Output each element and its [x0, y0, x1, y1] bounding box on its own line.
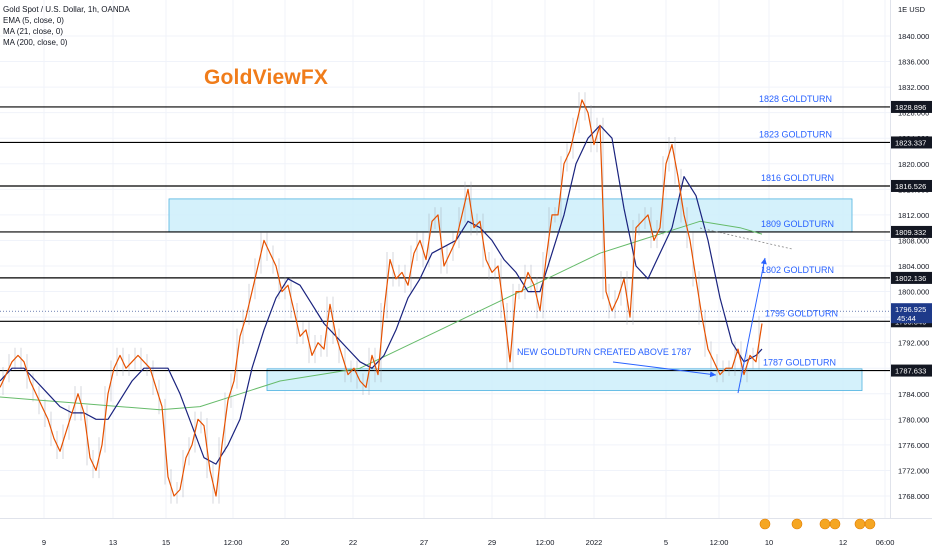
- series-line-1: [0, 124, 763, 465]
- price-tick-label: 1840.000: [898, 32, 929, 41]
- price-badges: 1828.896 1823.337 1816.526 1809.332 1802.136…: [0, 100, 932, 377]
- price-tick-label: 1804.000: [898, 262, 929, 271]
- time-tick-label: 15: [162, 538, 170, 547]
- level-price-badge-text: 1828.896: [895, 103, 926, 112]
- event-flag-icon[interactable]: [819, 518, 831, 530]
- price-tick-label: 1772.000: [898, 466, 929, 475]
- level-price-badge: [891, 271, 932, 284]
- price-tick-label: 1808.000: [898, 236, 929, 245]
- event-flag-icon[interactable]: [829, 518, 841, 530]
- indicator-ema[interactable]: EMA (5, close, 0): [3, 16, 64, 25]
- time-tick-label: 10: [765, 538, 773, 547]
- indicator-ma200[interactable]: MA (200, close, 0): [3, 38, 68, 47]
- series-line-2: [0, 220, 763, 411]
- price-tick-label: 1832.000: [898, 83, 929, 92]
- price-tick-label: 1820.000: [898, 160, 929, 169]
- symbol-title: Gold Spot / U.S. Dollar, 1h, OANDA: [3, 5, 130, 14]
- event-flag-icon[interactable]: [759, 518, 771, 530]
- price-tick-label: 1828.000: [898, 109, 929, 118]
- projection-arrow: [737, 257, 767, 394]
- goldturn-level-label: 1828 GOLDTURN: [759, 94, 832, 104]
- goldturn-levels: 1828 GOLDTURN 1823 GOLDTURN 1816 GOLDTURN 1…: [0, 94, 890, 372]
- price-tick-label: 1812.000: [898, 211, 929, 220]
- goldturn-level-label: 1787 GOLDTURN: [763, 358, 836, 368]
- grid: [0, 0, 890, 518]
- level-price-badge: [891, 136, 932, 149]
- goldturn-level-label: 1816 GOLDTURN: [761, 173, 834, 183]
- goldturn-level-label: 1795 GOLDTURN: [765, 308, 838, 318]
- time-tick-label: 9: [42, 538, 46, 547]
- level-price-badge-text: 1816.526: [895, 182, 926, 191]
- axis-unit-label: 1E USD: [898, 5, 926, 14]
- time-axis: 9 13 15 12:00 20 22 27 29 12:00 2022 5 12:00 10 12 06:…: [0, 518, 932, 547]
- upper-zone: [168, 198, 853, 233]
- level-price-badge-text: 1787.633: [895, 367, 926, 376]
- level-price-badge-text: 1802.136: [895, 274, 926, 283]
- event-flag-icon[interactable]: [791, 518, 803, 530]
- price-series: [0, 92, 763, 504]
- event-flag-icon[interactable]: [864, 518, 876, 530]
- goldturn-level-label: 1809 GOLDTURN: [761, 219, 834, 229]
- time-tick-label: 12:00: [224, 538, 243, 547]
- level-price-badge: [891, 225, 932, 238]
- price-tick-label: 1836.000: [898, 58, 929, 67]
- price-tick-label: 1800.000: [898, 288, 929, 297]
- goldturn-level-label: 1802 GOLDTURN: [761, 265, 834, 275]
- brand-watermark: GoldViewFX: [204, 66, 329, 89]
- price-tick-label: 1792.000: [898, 339, 929, 348]
- annotation-arrow: [612, 361, 717, 378]
- time-tick-label: 20: [281, 538, 289, 547]
- price-tick-label: 1784.000: [898, 390, 929, 399]
- level-price-badge-text: 1809.332: [895, 228, 926, 237]
- level-price-badge: [891, 100, 932, 113]
- goldturn-level-label: 1823 GOLDTURN: [759, 129, 832, 139]
- time-tick-label: 06:00: [876, 538, 895, 547]
- level-price-badge: [891, 179, 932, 192]
- event-flag-icon[interactable]: [854, 518, 866, 530]
- indicator-ma21[interactable]: MA (21, close, 0): [3, 27, 64, 36]
- time-tick-label: 12: [839, 538, 847, 547]
- time-tick-label: 29: [488, 538, 496, 547]
- current-price-badge: [891, 303, 932, 324]
- time-tick-label: 27: [420, 538, 428, 547]
- chart-annotations: NEW GOLDTURN CREATED ABOVE 1787: [517, 227, 793, 394]
- time-tick-label: 13: [109, 538, 117, 547]
- time-tick-label: 22: [349, 538, 357, 547]
- price-tick-label: 1776.000: [898, 441, 929, 450]
- chart-legend: Gold Spot / U.S. Dollar, 1h, OANDA EMA (…: [3, 4, 130, 48]
- time-tick-label: 12:00: [536, 538, 555, 547]
- level-price-badge: [891, 364, 932, 377]
- annotation-text: NEW GOLDTURN CREATED ABOVE 1787: [517, 347, 691, 357]
- time-tick-label: 5: [664, 538, 668, 547]
- time-tick-label: 2022: [586, 538, 603, 547]
- price-tick-label: 1768.000: [898, 492, 929, 501]
- current-price-text: 1796.925: [895, 305, 926, 314]
- price-tick-label: 1780.000: [898, 415, 929, 424]
- countdown-text: 45:44: [897, 314, 916, 323]
- time-tick-label: 12:00: [710, 538, 729, 547]
- series-line-0: [0, 99, 763, 497]
- level-price-badge-text: 1823.337: [895, 138, 926, 147]
